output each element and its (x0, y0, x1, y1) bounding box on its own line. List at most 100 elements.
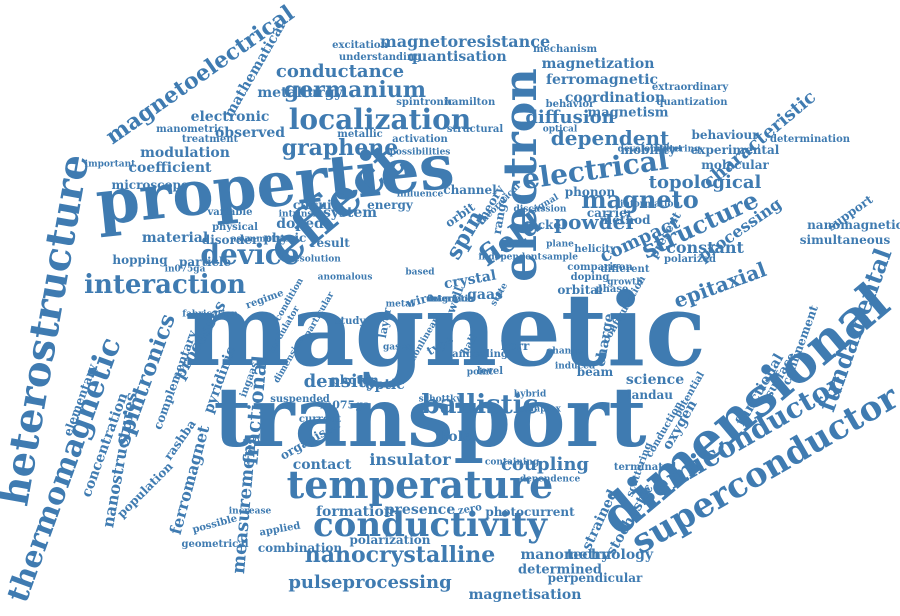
cloud-word: temperature (286, 462, 554, 507)
cloud-word: applied (258, 520, 302, 539)
cloud-word: interaction (84, 270, 246, 300)
cloud-word: graphene (281, 135, 399, 161)
cloud-word: transport (213, 370, 647, 466)
cloud-word: kerr (500, 339, 530, 353)
cloud-word: in075ga (164, 264, 206, 275)
cloud-word: filtering (659, 144, 701, 155)
cloud-word: gases (383, 342, 411, 353)
cloud-word: material (141, 230, 209, 246)
cloud-word: localization (288, 103, 472, 136)
cloud-word: doping (570, 272, 610, 283)
cloud-word: comparison (567, 262, 633, 273)
cloud-word: understanding (338, 52, 422, 63)
cloud-word: magnetic (184, 271, 706, 389)
cloud-word: conductivity (312, 505, 548, 545)
cloud-word: dependence (519, 474, 581, 485)
cloud-word: landau (627, 388, 673, 402)
cloud-word: density (303, 371, 377, 392)
cloud-word: orbital (557, 283, 603, 297)
cloud-word: change (546, 346, 584, 357)
cloud-word: metallic (337, 129, 383, 140)
cloud-word: complex (519, 404, 561, 415)
cloud-word: excitation (332, 40, 388, 51)
cloud-word: based (405, 267, 435, 278)
cloud-word: mobility (620, 143, 676, 157)
cloud-word: presence (384, 502, 456, 518)
cloud-word: point (466, 367, 494, 378)
cloud-word: nanomagnetic (807, 218, 900, 232)
cloud-word: coefficient (128, 160, 212, 176)
cloud-word: influence (396, 189, 444, 200)
cloud-word: study (334, 316, 366, 327)
cloud-word: asymmetric (230, 234, 290, 245)
cloud-word: magnetic (426, 294, 474, 305)
cloud-word: hole (438, 429, 472, 445)
cloud-word: powder (554, 210, 636, 234)
cloud-word: spintronic (396, 97, 454, 108)
cloud-word: discussion (513, 204, 567, 215)
cloud-word: formation (316, 504, 394, 520)
cloud-word: quantisation (407, 49, 507, 65)
cloud-word: terminated (613, 462, 677, 473)
cloud-word: hybrid (513, 389, 547, 400)
cloud-word: behaviour (691, 128, 759, 142)
cloud-word: energy (367, 198, 413, 212)
cloud-word: optic (365, 377, 405, 393)
cloud-word: interface (427, 294, 473, 305)
cloud-word: containing (484, 457, 540, 468)
cloud-word: growth (607, 277, 643, 288)
cloud-word: metal (385, 299, 415, 310)
cloud-word: mechanism (532, 44, 598, 55)
cloud-word: electronic (190, 109, 270, 125)
cloud-word: magneto (581, 185, 699, 214)
cloud-word: level (476, 366, 504, 377)
cloud-word: current (298, 414, 342, 425)
cloud-word: coupling (501, 454, 589, 475)
cloud-word: annealing (452, 349, 508, 360)
cloud-word: magnetism (587, 105, 669, 121)
cloud-word: device (200, 238, 300, 271)
cloud-word: method (599, 213, 651, 227)
cloud-word: system (322, 205, 378, 221)
cloud-word: resolution (289, 254, 341, 265)
cloud-word: geometrical (181, 539, 249, 550)
cloud-word: ferromagnetic (545, 72, 659, 88)
cloud-word: channel (443, 183, 497, 197)
cloud-word: disorder (201, 233, 259, 247)
cloud-word: contact (292, 457, 352, 473)
cloud-word: helicity (574, 244, 616, 255)
cloud-word: polarization (349, 533, 431, 547)
cloud-word: important (84, 159, 136, 170)
cloud-word: determination (769, 134, 851, 145)
cloud-word: gaas (467, 287, 503, 303)
cloud-word: technology (566, 547, 654, 563)
cloud-word: result (310, 236, 350, 250)
cloud-word: induced (554, 361, 596, 372)
cloud-word: diffusion (525, 107, 615, 128)
cloud-word: particle (178, 255, 232, 269)
cloud-word: manometric (156, 124, 224, 135)
cloud-word: activation (392, 134, 448, 145)
cloud-word: variable (207, 207, 253, 218)
cloud-word: structural (446, 124, 504, 135)
cloud-word: pulseprocessing (288, 572, 452, 593)
cloud-word: phonon (564, 185, 616, 199)
cloud-word: behavior (545, 99, 595, 110)
cloud-word: combination (257, 541, 343, 555)
cloud-word: hamilton (444, 97, 496, 108)
cloud-word: different (600, 264, 650, 275)
cloud-word: information (619, 199, 681, 210)
cloud-word: modulation (140, 145, 230, 161)
cloud-word: independent (478, 252, 542, 263)
cloud-word: ballistic (421, 390, 539, 420)
cloud-word: detection (426, 294, 474, 305)
cloud-word: nickel (524, 218, 566, 232)
cloud-word: manometry (520, 547, 610, 563)
cloud-word: constant (666, 238, 744, 257)
cloud-word: carrier (586, 206, 634, 220)
cloud-word: plane (546, 239, 574, 250)
cloud-word: quantization (656, 97, 728, 108)
cloud-word: magnetisation (468, 587, 582, 603)
cloud-word: polarized (663, 254, 717, 265)
